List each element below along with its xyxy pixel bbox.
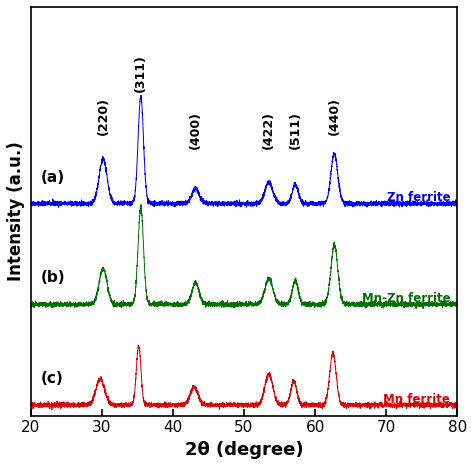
Text: (311): (311) (134, 55, 147, 92)
Text: (220): (220) (97, 97, 109, 135)
Text: Mn ferrite: Mn ferrite (383, 392, 450, 405)
Text: (400): (400) (189, 111, 202, 149)
Text: Zn ferrite: Zn ferrite (387, 191, 450, 204)
Text: (a): (a) (41, 170, 65, 185)
Text: (511): (511) (289, 111, 301, 149)
Text: (b): (b) (41, 270, 66, 285)
Text: (c): (c) (41, 371, 64, 386)
Text: (440): (440) (328, 97, 341, 135)
Text: Mn-Zn ferrite: Mn-Zn ferrite (362, 292, 450, 305)
X-axis label: 2θ (degree): 2θ (degree) (185, 441, 303, 459)
Y-axis label: Intensity (a.u.): Intensity (a.u.) (7, 141, 25, 281)
Text: (422): (422) (263, 111, 275, 149)
